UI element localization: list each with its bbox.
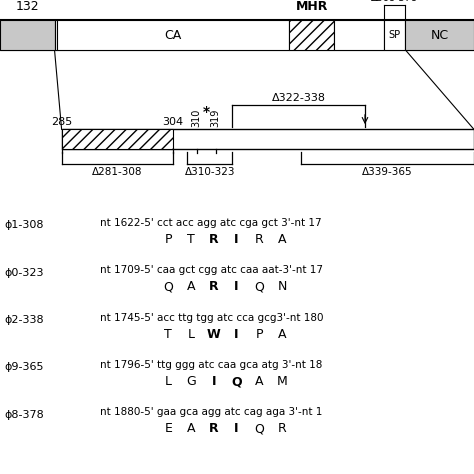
Text: Δ310-323: Δ310-323	[184, 167, 235, 177]
Text: P: P	[164, 233, 172, 246]
Text: A: A	[187, 280, 195, 293]
Text: Δ368-378: Δ368-378	[371, 0, 418, 3]
Text: ɸ9-365: ɸ9-365	[5, 362, 44, 373]
Text: CA: CA	[164, 28, 182, 42]
Text: nt 1796-5' ttg ggg atc caa gca atg 3'-nt 18: nt 1796-5' ttg ggg atc caa gca atg 3'-nt…	[100, 360, 322, 370]
Text: 310: 310	[191, 109, 202, 127]
Text: 319: 319	[210, 109, 221, 127]
Text: nt 1709-5' caa gct cgg atc caa aat-3'-nt 17: nt 1709-5' caa gct cgg atc caa aat-3'-nt…	[100, 265, 322, 275]
Text: N: N	[277, 280, 287, 293]
Text: A: A	[187, 422, 195, 436]
Text: Q: Q	[255, 422, 264, 436]
Text: NC: NC	[430, 28, 449, 42]
Bar	[62, 129, 173, 149]
Text: ɸ8-378: ɸ8-378	[5, 410, 45, 420]
Text: M: M	[277, 375, 287, 388]
Bar	[55, 20, 57, 50]
Text: G: G	[186, 375, 196, 388]
Text: ɸ0-323: ɸ0-323	[5, 267, 44, 278]
Text: T: T	[187, 233, 195, 246]
Text: A: A	[255, 375, 264, 388]
Text: R: R	[255, 233, 264, 246]
Text: T: T	[164, 328, 172, 341]
Text: 304: 304	[163, 117, 183, 127]
Text: Q: Q	[255, 280, 264, 293]
Text: Q: Q	[164, 280, 173, 293]
Text: R: R	[209, 422, 219, 436]
Text: L: L	[165, 375, 172, 388]
Text: MHR: MHR	[295, 0, 328, 13]
Text: nt 1880-5' gaa gca agg atc cag aga 3'-nt 1: nt 1880-5' gaa gca agg atc cag aga 3'-nt…	[100, 407, 322, 418]
Text: R: R	[278, 422, 286, 436]
Bar	[0, 20, 55, 50]
Text: ɸ1-308: ɸ1-308	[5, 220, 44, 230]
Text: R: R	[209, 233, 219, 246]
Text: L: L	[188, 328, 194, 341]
Bar	[334, 20, 384, 50]
Text: A: A	[278, 233, 286, 246]
Bar	[289, 20, 334, 50]
Text: I: I	[234, 328, 239, 341]
Text: nt 1622-5' cct acc agg atc cga gct 3'-nt 17: nt 1622-5' cct acc agg atc cga gct 3'-nt…	[100, 218, 321, 228]
Text: I: I	[234, 233, 239, 246]
Text: Δ339-365: Δ339-365	[362, 167, 413, 177]
Text: Q: Q	[231, 375, 242, 388]
Text: SP: SP	[389, 30, 401, 40]
Text: A: A	[278, 328, 286, 341]
Bar	[0, 20, 474, 50]
Text: I: I	[211, 375, 216, 388]
Text: E: E	[164, 422, 172, 436]
Text: Δ281-308: Δ281-308	[92, 167, 143, 177]
Text: nt 1745-5' acc ttg tgg atc cca gcg3'-nt 180: nt 1745-5' acc ttg tgg atc cca gcg3'-nt …	[100, 312, 323, 323]
Bar	[57, 20, 289, 50]
Bar	[384, 20, 405, 50]
Text: P: P	[255, 328, 263, 341]
Text: Δ322-338: Δ322-338	[272, 93, 326, 103]
Text: R: R	[209, 280, 219, 293]
Text: W: W	[207, 328, 221, 341]
Text: ɸ2-338: ɸ2-338	[5, 315, 45, 325]
Bar	[405, 20, 474, 50]
Text: *: *	[202, 105, 210, 119]
Text: 285: 285	[51, 117, 72, 127]
Text: I: I	[234, 422, 239, 436]
Bar	[62, 129, 474, 149]
Text: I: I	[234, 280, 239, 293]
Text: 132: 132	[16, 0, 39, 13]
